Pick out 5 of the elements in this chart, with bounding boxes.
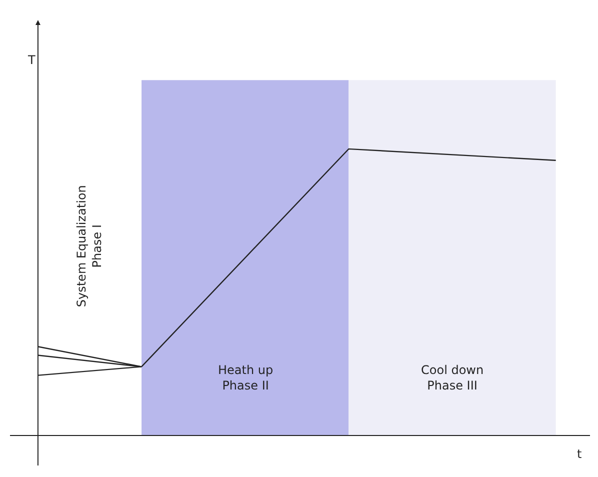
text: T <box>27 53 36 67</box>
annotation: System Equalization Phase I <box>74 185 104 308</box>
annotation: Cool down Phase III <box>421 363 484 393</box>
text: t <box>577 447 582 461</box>
annotation: Heath up Phase II <box>218 363 274 393</box>
